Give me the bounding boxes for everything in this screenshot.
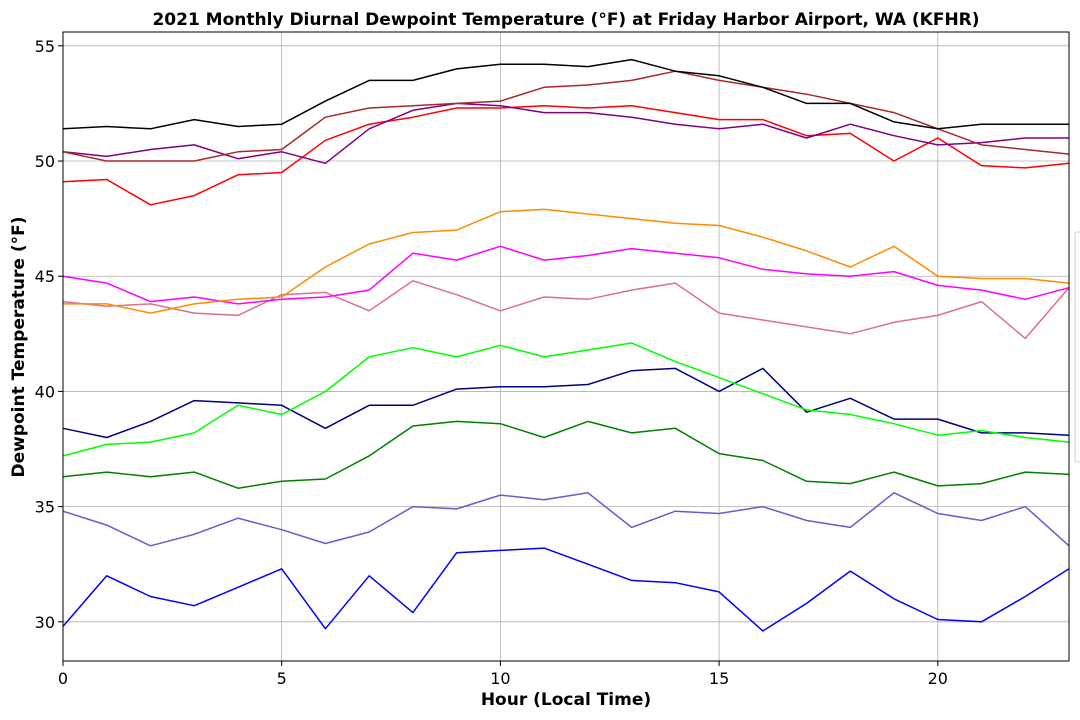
- series-line-12: [62, 58, 1069, 130]
- series-line-3: [62, 420, 1070, 489]
- x-axis-ticks: 0 5 10 15 20: [58, 661, 948, 688]
- series-lines: [62, 58, 1070, 632]
- x-tick-label: 0: [58, 669, 68, 688]
- plot-frame: [62, 31, 1070, 662]
- x-tick-label: 5: [277, 669, 287, 688]
- series-line-7: [62, 245, 1070, 305]
- series-line-2: [62, 492, 1070, 547]
- x-tick-label: 20: [928, 669, 948, 688]
- series-line-10: [62, 102, 1069, 165]
- chart-title: 2021 Monthly Diurnal Dewpoint Temperatur…: [152, 10, 979, 30]
- legend-box: [1074, 231, 1080, 463]
- x-tick-label: 10: [490, 669, 510, 688]
- series-line-11: [62, 70, 1070, 162]
- y-tick-label: 30: [35, 613, 55, 632]
- y-tick-label: 35: [35, 498, 55, 517]
- series-line-8: [63, 208, 1070, 314]
- x-axis-label: Hour (Local Time): [481, 690, 651, 710]
- series-line-9: [62, 104, 1070, 206]
- series-line-6: [62, 280, 1070, 340]
- x-tick-label: 15: [709, 669, 729, 688]
- legend: [1074, 231, 1080, 463]
- y-tick-label: 50: [35, 152, 55, 171]
- y-tick-label: 45: [35, 267, 55, 286]
- series-line-5: [62, 342, 1070, 457]
- y-tick-label: 40: [35, 382, 55, 401]
- y-axis-ticks: 30 35 40 45 50 55: [35, 37, 63, 632]
- y-axis-label: Dewpoint Temperature (°F): [9, 216, 29, 477]
- grid-lines: [62, 32, 1069, 661]
- y-tick-label: 55: [35, 37, 55, 56]
- series-line-4: [62, 367, 1070, 439]
- series-line-1: [62, 547, 1070, 632]
